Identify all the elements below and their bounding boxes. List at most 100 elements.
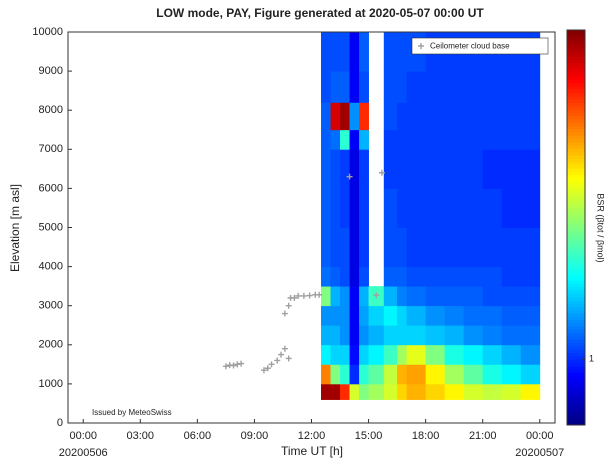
colorbar-segment [567, 115, 585, 120]
colorbar-segment [567, 276, 585, 281]
heatmap-cell [349, 344, 360, 365]
heatmap-cell [330, 129, 341, 150]
heatmap-cell [359, 364, 369, 385]
colorbar-segment [567, 188, 585, 192]
heatmap-cell [340, 344, 350, 365]
heatmap-cell [330, 149, 341, 189]
heatmap-cell [482, 383, 503, 400]
scatter-point [316, 291, 323, 298]
heatmap-cell [397, 129, 408, 150]
x-tick-label: 12:00 [298, 430, 326, 442]
heatmap-cell [406, 286, 427, 307]
colorbar-segment [567, 181, 585, 186]
heatmap-cell [349, 188, 360, 228]
colorbar-segment [567, 43, 585, 47]
heatmap-cell [463, 188, 484, 228]
colorbar-segment [567, 230, 585, 235]
colorbar-segment [567, 168, 585, 173]
heatmap-cell [383, 71, 398, 103]
y-tick-label: 1000 [39, 378, 63, 390]
heatmap-cell [406, 227, 427, 267]
heatmap-cell [349, 129, 360, 150]
colorbar-segment [567, 36, 585, 41]
heatmap-cell [330, 383, 341, 400]
heatmap-cell [425, 325, 446, 346]
colorbar-segment [567, 112, 585, 117]
heatmap-cell [406, 71, 427, 103]
heatmap-cell [482, 305, 503, 326]
heatmap-cell [359, 129, 369, 150]
colorbar-segment [567, 105, 585, 110]
colorbar-segment [567, 326, 585, 331]
colorbar-segment [567, 421, 585, 426]
colorbar-segment [567, 76, 585, 80]
colorbar-segment [567, 207, 585, 212]
colorbar-segment [567, 234, 585, 238]
colorbar-segment [567, 293, 585, 298]
colorbar-segment [567, 46, 585, 51]
colorbar-segment [567, 122, 585, 126]
colorbar-segment [567, 332, 585, 337]
colorbar-segment [567, 30, 585, 34]
heatmap-cell [406, 344, 427, 365]
colorbar-segment [567, 365, 585, 370]
y-tick-label: 8000 [39, 104, 63, 116]
scatter-point [238, 360, 245, 367]
heatmap-cell [444, 266, 465, 287]
heatmap-cell [482, 325, 503, 346]
y-tick-label: 4000 [39, 261, 63, 273]
heatmap-cell [321, 149, 331, 189]
heatmap-cell [463, 344, 484, 365]
heatmap-cell [463, 286, 484, 307]
heatmap-cell [321, 32, 331, 72]
colorbar-segment [567, 355, 585, 360]
scatter-point [281, 345, 288, 352]
colorbar-segment [567, 174, 585, 179]
heatmap-cell [359, 149, 369, 189]
heatmap-cell [349, 32, 360, 72]
colorbar-segment [567, 290, 585, 294]
colorbar-segment [567, 161, 585, 166]
colorbar-segment [567, 306, 585, 311]
colorbar-segment [567, 316, 585, 321]
scatter-point [285, 302, 292, 309]
heatmap-cell [520, 305, 541, 326]
x-tick-label: 03:00 [127, 430, 155, 442]
colorbar-segment [567, 125, 585, 130]
heatmap-cell [425, 305, 446, 326]
heatmap-cell [383, 129, 398, 150]
heatmap-cell [349, 71, 360, 103]
heatmap-cell [340, 32, 350, 72]
heatmap-cell [321, 286, 331, 307]
heatmap-cell [340, 383, 350, 400]
heatmap-cell [520, 344, 541, 365]
heatmap-cell [340, 286, 350, 307]
chart-title: LOW mode, PAY, Figure generated at 2020-… [156, 6, 484, 20]
heatmap-cell [406, 364, 427, 385]
heatmap-cell [359, 383, 369, 400]
heatmap-cell [383, 266, 398, 287]
colorbar-segment [567, 329, 585, 334]
heatmap-cell [406, 383, 427, 400]
colorbar-label: BSR (βtot / βmol) [596, 193, 606, 262]
heatmap-cell [383, 149, 398, 189]
colorbar-segment [567, 39, 585, 44]
x-date-label: 20200506 [59, 447, 108, 459]
colorbar-segment [567, 102, 585, 107]
heatmap-cell [397, 149, 408, 189]
colorbar-segment [567, 89, 585, 94]
x-axis-label: Time UT [h] [281, 444, 343, 458]
colorbar-segment [567, 141, 585, 146]
heatmap-cell [359, 325, 369, 346]
heatmap-cell [463, 149, 484, 189]
heatmap-cell [349, 227, 360, 267]
colorbar-segment [567, 309, 585, 314]
heatmap-cell [397, 188, 408, 228]
heatmap-cell [444, 305, 465, 326]
heatmap-cell [359, 71, 369, 103]
heatmap-cell [340, 266, 350, 287]
heatmap-cell [359, 188, 369, 228]
heatmap-cell [520, 102, 541, 131]
colorbar-segment [567, 415, 585, 419]
